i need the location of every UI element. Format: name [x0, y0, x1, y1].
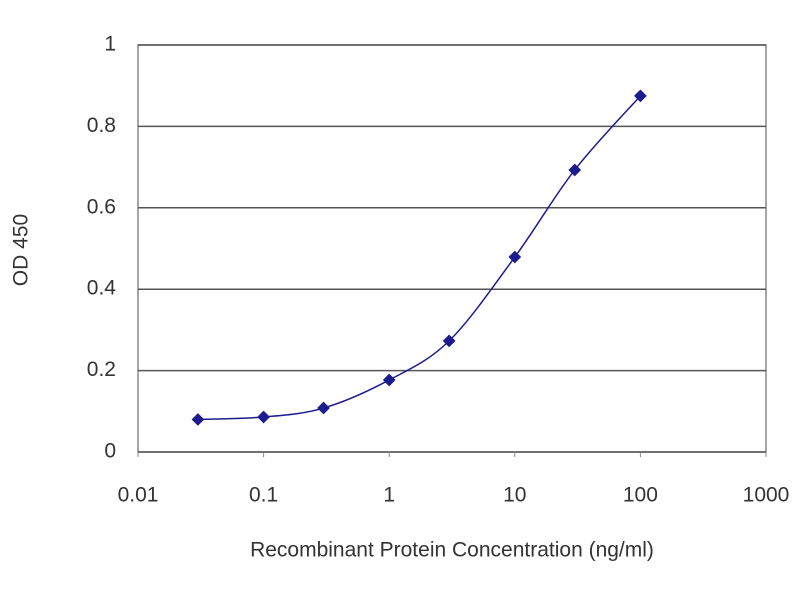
y-tick-label: 0 — [104, 440, 116, 463]
y-tick-label: 0.6 — [87, 195, 116, 218]
y-tick-label: 0.2 — [87, 358, 116, 381]
y-tick-label: 1 — [104, 33, 116, 56]
data-point — [257, 410, 270, 424]
x-tick-label: 1000 — [743, 484, 790, 507]
y-tick-label: 0.8 — [87, 114, 116, 137]
data-point — [191, 413, 205, 426]
data-point — [442, 334, 456, 348]
x-tick-label: 1 — [383, 484, 395, 507]
plot-area — [137, 44, 767, 453]
data-point — [382, 373, 396, 387]
x-tick-label: 0.1 — [249, 484, 278, 507]
y-axis-label: OD 450 — [10, 214, 33, 286]
y-tick-label: 0.4 — [87, 277, 117, 300]
x-tick-label: 100 — [623, 484, 658, 507]
x-tick-label: 10 — [503, 484, 526, 507]
series-line — [197, 95, 641, 421]
x-axis-label: Recombinant Protein Concentration (ng/ml… — [250, 539, 654, 562]
data-point — [317, 401, 330, 415]
x-tick-label: 0.01 — [118, 484, 159, 507]
